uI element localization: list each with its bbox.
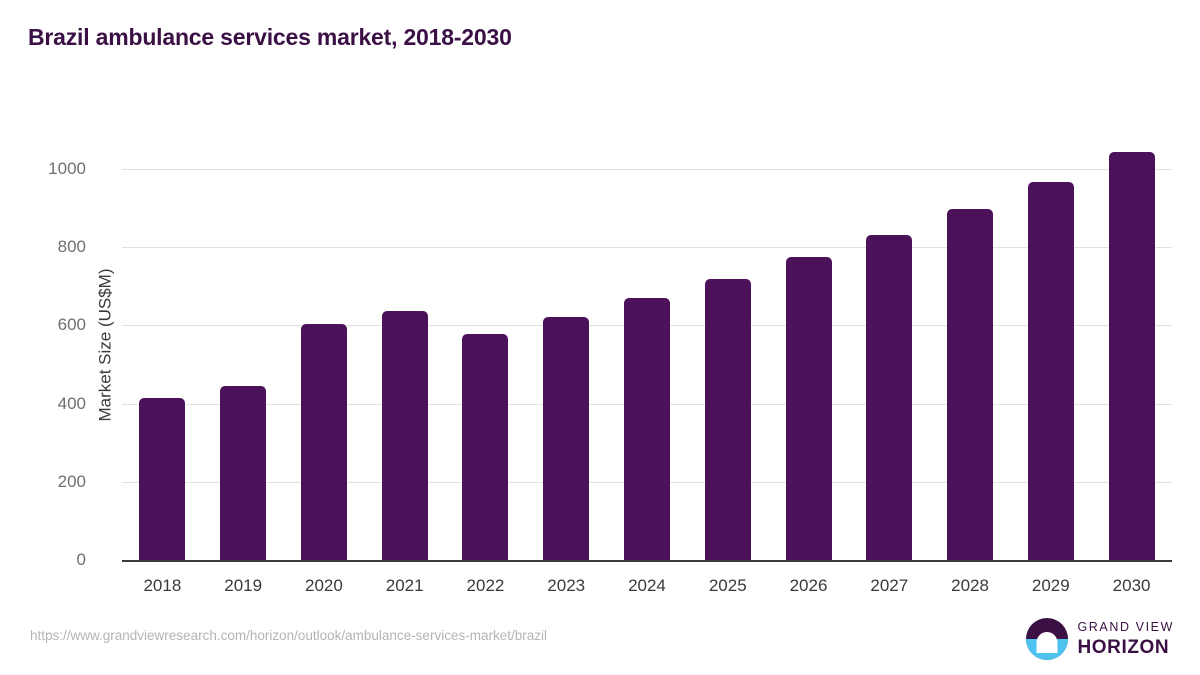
source-url[interactable]: https://www.grandviewresearch.com/horizo… (30, 628, 547, 643)
x-axis-line (122, 560, 1172, 562)
x-axis-tick-label: 2030 (1112, 576, 1151, 595)
y-axis-tick-label: 0 (76, 550, 86, 569)
x-axis-tick-label: 2022 (466, 576, 505, 595)
bar-2028[interactable] (947, 209, 994, 560)
bar-2021[interactable] (381, 311, 428, 560)
page-title: Brazil ambulance services market, 2018-2… (28, 24, 512, 50)
horizon-ray-2 (1041, 650, 1053, 653)
bar-slot: 2023 (526, 130, 607, 595)
bar-2025[interactable] (704, 278, 751, 560)
x-axis-tick-label: 2024 (628, 576, 666, 595)
bar-2029[interactable] (1027, 181, 1074, 560)
bar-2030[interactable] (1108, 152, 1155, 560)
bar-slot: 2025 (687, 130, 768, 595)
logo-brand-line-2: HORIZON (1077, 636, 1170, 658)
bar-2020[interactable] (300, 323, 347, 560)
horizon-sun-icon (1026, 618, 1069, 660)
y-axis-tick-label: 1000 (48, 159, 86, 179)
x-axis-tick-label: 2019 (224, 576, 263, 595)
bar-2018[interactable] (139, 397, 186, 560)
gridline (122, 247, 1172, 249)
logo-wordmark: GRAND VIEW HORIZON (1077, 621, 1174, 657)
y-axis-tick-label: 800 (57, 237, 86, 257)
x-axis-tick-label: 2020 (305, 576, 343, 595)
bar-slot: 2020 (284, 130, 365, 595)
x-axis-tick-label: 2028 (951, 576, 989, 595)
x-axis-tick-label: 2018 (143, 576, 182, 595)
plot-area: Market Size (US$M) 0 200 400 600 800 1000 201… (48, 130, 1172, 595)
bar-slot: 2021 (364, 130, 445, 595)
x-axis-tick-label: 2021 (385, 576, 424, 595)
x-axis-tick-label: 2023 (547, 576, 586, 595)
y-axis-tick-label: 200 (57, 471, 86, 491)
x-axis-tick-label: 2025 (708, 576, 747, 595)
y-axis-tick-label: 600 (57, 315, 86, 335)
bar-2019[interactable] (220, 386, 267, 560)
bar-series: 2018 2019 2020 2021 2022 2023 2024 2025 2026 2027… (122, 130, 1172, 595)
y-axis-title: Market Size (US$M) (95, 268, 115, 422)
bar-slot: 2022 (445, 130, 526, 595)
x-axis-tick-label: 2026 (789, 576, 828, 595)
bar-slot: 2029 (1010, 130, 1091, 595)
x-axis-tick-label: 2029 (1031, 576, 1070, 595)
bar-2027[interactable] (866, 234, 913, 560)
bar-slot: 2026 (768, 130, 849, 595)
horizon-ray-1 (1038, 645, 1056, 648)
bar-2023[interactable] (543, 316, 590, 560)
bar-2022[interactable] (462, 334, 509, 560)
bar-slot: 2027 (849, 130, 930, 595)
bar-slot: 2019 (203, 130, 284, 595)
bar-slot: 2030 (1091, 130, 1172, 595)
bar-2026[interactable] (785, 257, 832, 560)
x-axis-tick-label: 2027 (870, 576, 909, 595)
y-axis-tick-label: 400 (57, 393, 86, 413)
horizon-dome-shape (1036, 632, 1058, 654)
bar-2024[interactable] (623, 298, 670, 560)
bar-slot: 2024 (607, 130, 688, 595)
bar-slot: 2018 (122, 130, 203, 595)
gridline (122, 169, 1172, 171)
logo-brand-line-1: GRAND VIEW (1077, 620, 1174, 635)
grand-view-horizon-logo: GRAND VIEW HORIZON (1026, 618, 1174, 660)
bar-slot: 2028 (930, 130, 1011, 595)
